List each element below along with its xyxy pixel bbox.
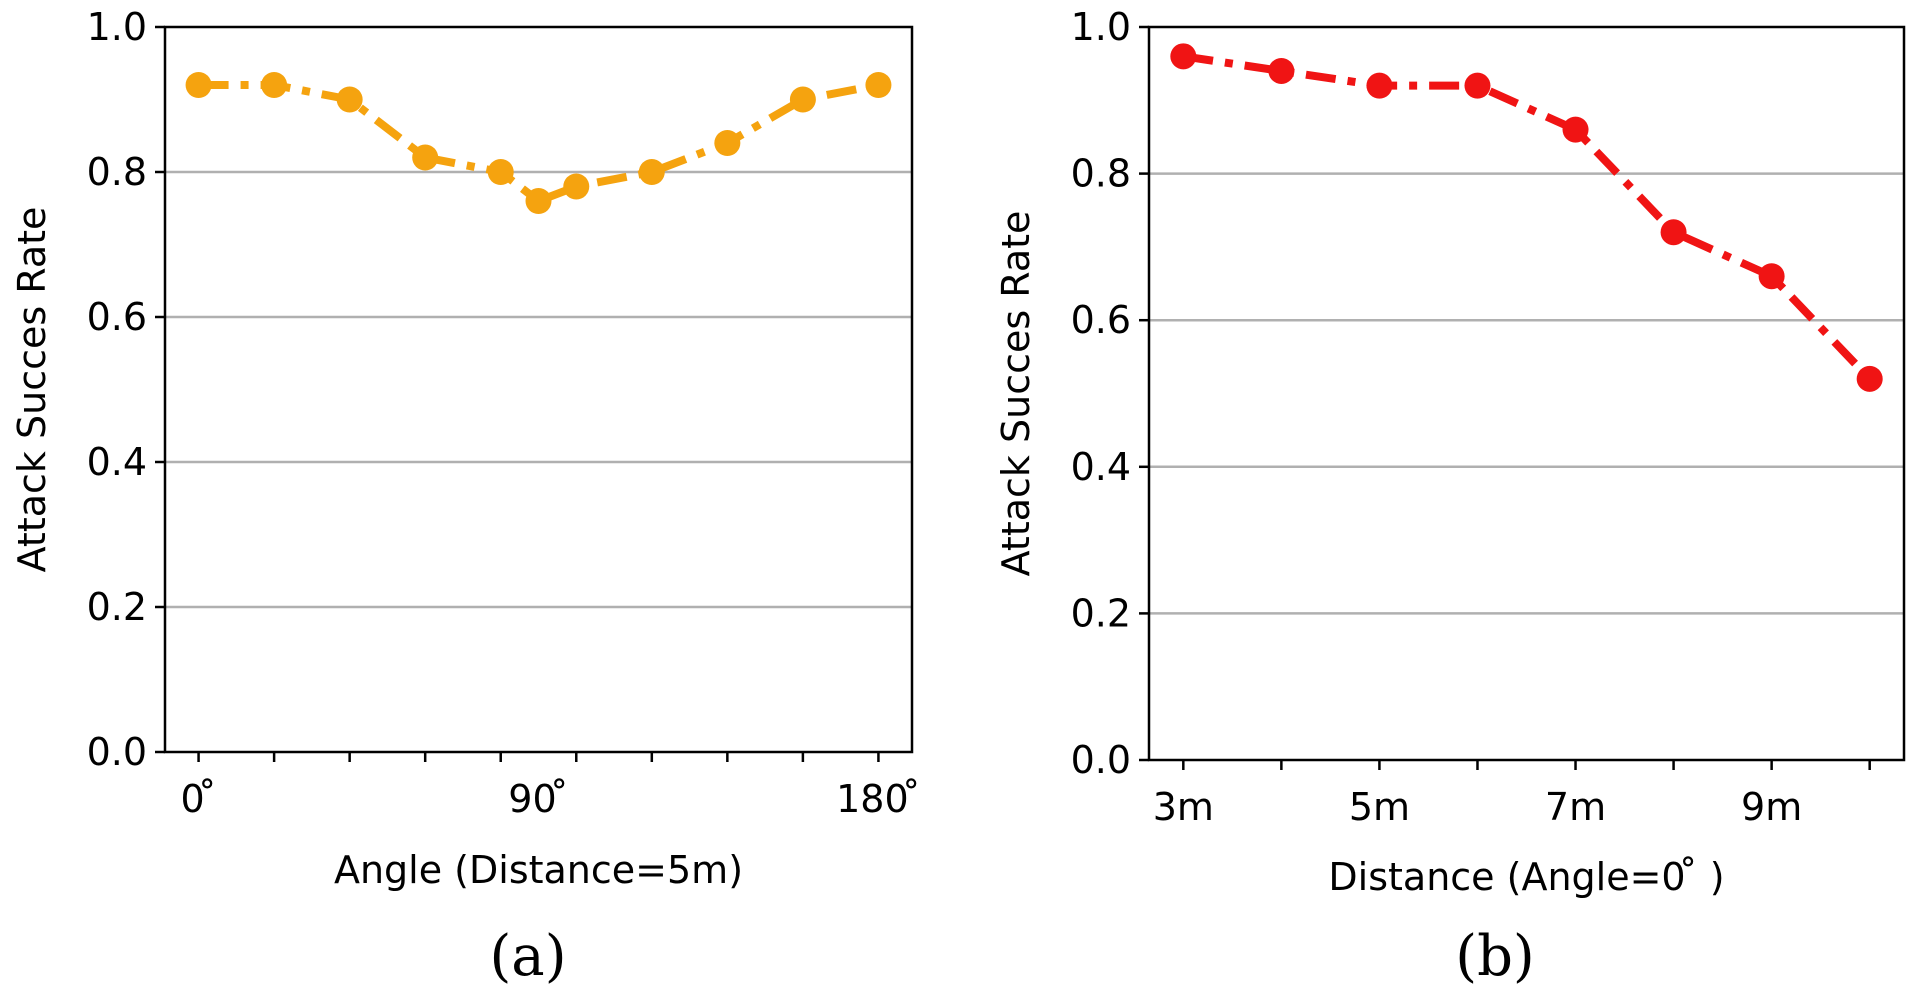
data-point-b	[1856, 365, 1883, 392]
data-point-a	[185, 72, 212, 98]
ticks-a	[155, 25, 880, 762]
data-point-a	[865, 72, 892, 98]
panel-caption-a: (a)	[489, 924, 566, 989]
ticks-b	[1139, 25, 1871, 770]
x-tick-label-b: 9m	[1741, 785, 1802, 829]
y-axis-title-b: Attack Succes Rate	[994, 211, 1038, 577]
data-point-b	[1660, 219, 1687, 246]
plot-frame-a	[163, 25, 914, 754]
data-point-b	[1758, 263, 1785, 290]
data-point-b	[1170, 43, 1197, 70]
y-tick-label-a: 0.6	[87, 295, 147, 339]
chart-panel-a: 0.0 0.2 0.4 0.6 0.8 1.0 0 ̊ 90 ̊ 180 ̊ Angle (Di…	[10, 5, 921, 989]
x-tick-label-b: 5m	[1349, 785, 1410, 829]
y-tick-label-a: 0.2	[87, 585, 147, 629]
y-tick-label-a: 0.4	[87, 440, 147, 484]
data-point-a	[525, 188, 552, 214]
chart-panel-b: 0.0 0.2 0.4 0.6 0.8 1.0 3m 5m 7m 9m Distance (Ang…	[994, 5, 1906, 989]
y-tick-label-b: 0.4	[1071, 445, 1131, 489]
y-tick-label-a: 0.0	[87, 730, 147, 774]
x-tick-label-a: 90 ̊	[508, 777, 568, 821]
panel-caption-b: (b)	[1455, 924, 1535, 989]
series-line-b	[1182, 52, 1873, 382]
y-tick-label-a: 0.8	[87, 150, 147, 194]
y-tick-label-b: 0.8	[1071, 152, 1131, 196]
x-tick-label-a: 0 ̊	[180, 777, 216, 821]
y-axis-title-a: Attack Succes Rate	[10, 207, 54, 573]
x-axis-title-a: Angle (Distance=5m)	[334, 848, 743, 892]
y-tick-label-b: 0.6	[1071, 298, 1131, 342]
data-point-b	[1464, 72, 1491, 99]
x-tick-label-b: 7m	[1545, 785, 1606, 829]
tick-labels-b: 0.0 0.2 0.4 0.6 0.8 1.0 3m 5m 7m 9m	[1071, 5, 1803, 829]
series-line-a	[198, 81, 880, 205]
tick-labels-a: 0.0 0.2 0.4 0.6 0.8 1.0 0 ̊ 90 ̊ 180 ̊	[87, 5, 921, 821]
y-tick-label-b: 0.2	[1071, 591, 1131, 635]
grid-lines-a	[165, 170, 912, 609]
y-tick-label-a: 1.0	[87, 5, 147, 49]
data-point-b	[1366, 72, 1393, 99]
y-tick-label-b: 1.0	[1071, 5, 1131, 49]
series-b	[1170, 43, 1883, 392]
grid-lines-b	[1149, 172, 1904, 615]
data-point-a	[487, 159, 514, 185]
data-point-b	[1562, 116, 1589, 143]
y-tick-label-b: 0.0	[1071, 738, 1131, 782]
data-point-b	[1268, 57, 1295, 84]
data-point-a	[261, 72, 288, 98]
data-point-a	[563, 173, 590, 200]
data-point-a	[336, 86, 363, 113]
x-tick-label-a: 180 ̊	[836, 777, 921, 821]
data-point-a	[412, 144, 439, 171]
plot-frame-b	[1147, 25, 1906, 762]
series-a	[185, 72, 892, 214]
data-point-a	[789, 86, 816, 113]
x-tick-label-b: 3m	[1153, 785, 1214, 829]
data-point-a	[638, 159, 665, 185]
x-axis-title-b: Distance (Angle=0 ̊ )	[1328, 855, 1724, 899]
data-point-a	[714, 130, 741, 156]
